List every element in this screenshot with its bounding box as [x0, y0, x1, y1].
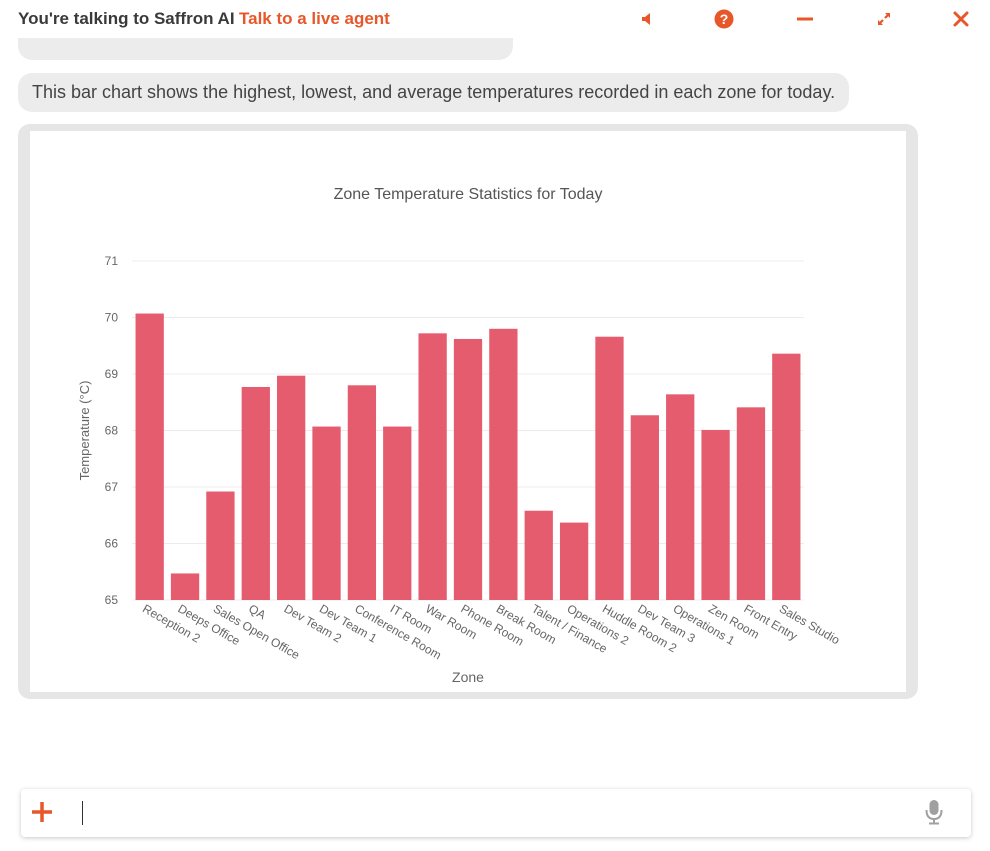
- bar: [772, 353, 801, 600]
- message-composer: [21, 789, 971, 837]
- bar: [489, 328, 518, 600]
- y-axis-label: Temperature (°C): [77, 381, 92, 481]
- bar: [630, 415, 659, 600]
- chart-container: Zone Temperature Statistics for Today 65 6…: [30, 131, 906, 692]
- previous-message-bubble: [18, 38, 513, 60]
- chart-card: Zone Temperature Statistics for Today 65 6…: [18, 124, 918, 699]
- bar: [383, 426, 412, 600]
- bar: [666, 394, 695, 600]
- y-tick-label: 67: [105, 480, 119, 494]
- plus-icon[interactable]: [29, 799, 55, 825]
- y-tick-label: 69: [105, 367, 119, 381]
- y-tick-label: 65: [105, 593, 119, 607]
- bar: [135, 313, 164, 600]
- bar: [559, 522, 589, 600]
- bar: [277, 375, 306, 600]
- x-axis-label: Zone: [452, 669, 484, 685]
- expand-icon[interactable]: [871, 6, 897, 32]
- bar: [170, 573, 200, 600]
- y-tick-label: 71: [105, 254, 119, 268]
- bar: [524, 510, 553, 600]
- message-input[interactable]: [61, 797, 921, 829]
- microphone-icon[interactable]: [923, 798, 945, 826]
- bar: [736, 407, 766, 600]
- close-icon[interactable]: [948, 6, 974, 32]
- text-caret: [82, 801, 83, 825]
- bar: [312, 426, 341, 600]
- y-tick-label: 70: [105, 311, 119, 325]
- speaker-icon[interactable]: [634, 6, 660, 32]
- bar: [595, 336, 624, 600]
- bar: [453, 338, 483, 600]
- chat-header: You're talking to Saffron AI Talk to a l…: [0, 0, 990, 40]
- chart-title: Zone Temperature Statistics for Today: [334, 186, 603, 203]
- bar: [418, 333, 447, 600]
- bar: [241, 386, 270, 600]
- y-tick-label: 66: [105, 537, 119, 551]
- minimize-icon[interactable]: [792, 6, 818, 32]
- y-tick-label: 68: [105, 424, 119, 438]
- bar-chart: Zone Temperature Statistics for Today 65 6…: [77, 186, 842, 685]
- help-icon[interactable]: ?: [711, 6, 737, 32]
- bar: [701, 429, 730, 600]
- bar: [347, 385, 377, 600]
- header-title: You're talking to Saffron AI: [18, 9, 235, 28]
- live-agent-link[interactable]: Talk to a live agent: [239, 9, 390, 28]
- assistant-message: This bar chart shows the highest, lowest…: [18, 73, 850, 112]
- bar: [206, 491, 235, 600]
- svg-text:?: ?: [720, 11, 729, 27]
